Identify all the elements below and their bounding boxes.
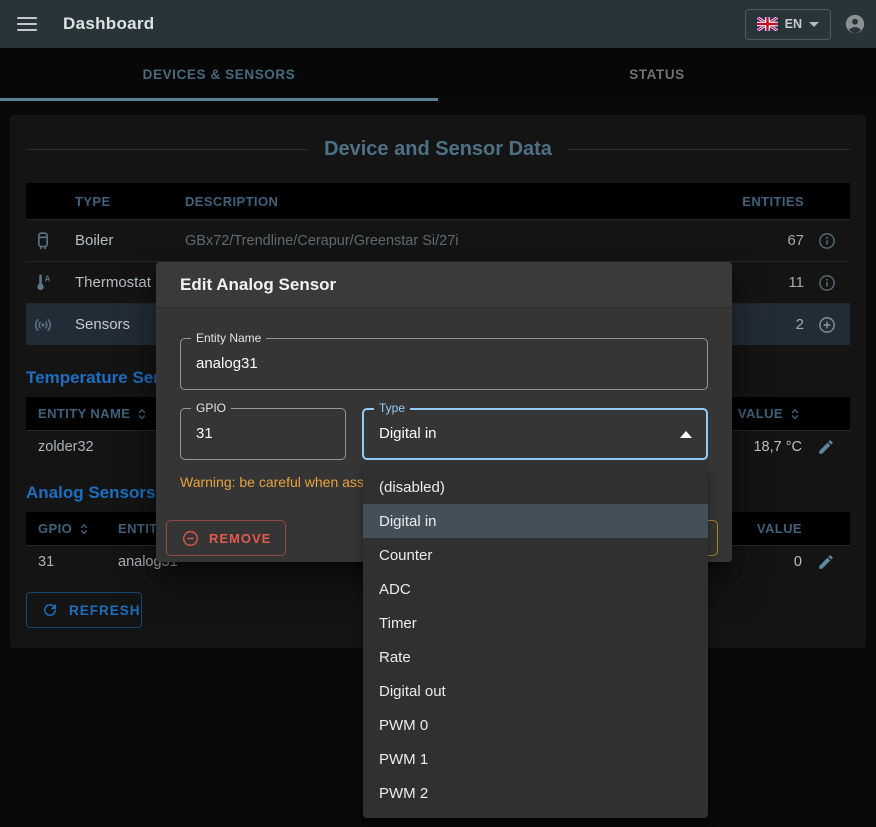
menu-item-pwm0[interactable]: PWM 0 [379,716,429,734]
col-type: TYPE [75,193,111,209]
language-selector[interactable]: EN [744,8,831,40]
device-entities: 2 [795,316,804,333]
sort-icon[interactable] [135,407,149,421]
sensors-icon [26,314,75,336]
tab-devices-sensors[interactable]: DEVICES & SENSORS [142,67,296,82]
col-description: DESCRIPTION [185,193,279,209]
sensor-value: 18,7 °C [753,439,802,455]
device-type: Thermostat [75,274,151,291]
sensor-entity-name: zolder32 [38,439,94,455]
card-title-row: Device and Sensor Data [26,137,850,161]
svg-text:A: A [45,274,51,283]
menu-item-digital-in[interactable]: Digital in [363,504,708,538]
dialog-title: Edit Analog Sensor [156,262,732,308]
refresh-button[interactable]: REFRESH [26,592,142,628]
col-value[interactable]: VALUE [737,406,783,421]
warning-text: Warning: be careful when assig [180,474,375,490]
device-entities: 67 [787,232,804,249]
entity-name-value: analog31 [196,355,258,372]
tab-bar: DEVICES & SENSORS STATUS [0,48,876,101]
page-title: Dashboard [63,14,155,33]
sensor-value: 0 [793,554,802,570]
table-row-boiler[interactable]: Boiler GBx72/Trendline/Cerapur/Greenstar… [26,219,850,261]
thermostat-icon: A [26,272,75,294]
device-type: Boiler [75,232,114,249]
menu-item-timer[interactable]: Timer [379,614,417,632]
col-gpio[interactable]: GPIO [38,521,73,536]
col-entities: ENTITIES [742,193,804,209]
col-value[interactable]: VALUE [756,521,802,536]
app-bar: Dashboard EN [0,0,876,48]
remove-circle-icon [181,529,200,548]
device-entities: 11 [788,274,804,291]
col-entity-name[interactable]: ENTITY NAME [38,406,131,421]
language-label: EN [784,17,802,31]
entity-name-label: Entity Name [191,331,267,345]
menu-item-pwm2[interactable]: PWM 2 [379,784,429,802]
boiler-icon [26,230,75,252]
sort-icon[interactable] [788,407,802,421]
menu-item-pwm1[interactable]: PWM 1 [379,750,429,768]
table-row-thermostat[interactable]: A Thermostat 11 [26,261,850,303]
remove-label: REMOVE [209,530,272,546]
type-value: Digital in [379,425,437,442]
menu-item-disabled[interactable]: (disabled) [379,478,445,496]
device-type: Sensors [75,316,131,333]
gpio-value: 31 [196,425,213,442]
menu-item-adc[interactable]: ADC [379,580,411,598]
uk-flag-icon [756,17,778,31]
menu-item-digital-out[interactable]: Digital out [379,682,446,700]
account-icon[interactable] [844,13,866,35]
tab-status[interactable]: STATUS [629,67,685,82]
edit-icon[interactable] [817,438,835,456]
menu-icon[interactable] [17,17,37,31]
type-dropdown-menu: (disabled) Digital in Counter ADC Timer … [363,462,708,818]
menu-item-rate[interactable]: Rate [379,648,411,666]
sort-icon[interactable] [77,522,91,536]
appbar-right: EN [744,8,866,40]
menu-item-counter[interactable]: Counter [379,546,433,564]
devices-table-header: TYPE DESCRIPTION ENTITIES [26,183,850,219]
entity-name-field[interactable]: Entity Name analog31 [180,331,708,390]
refresh-icon [41,601,59,619]
add-circle-icon[interactable] [817,315,837,335]
info-icon[interactable] [817,273,837,293]
type-label: Type [374,401,411,415]
analog-sensors-heading: Analog Sensors [26,483,156,502]
gpio-field[interactable]: GPIO 31 [180,401,346,460]
type-select[interactable]: Type Digital in [362,401,708,460]
chevron-up-icon [680,431,692,438]
device-description: GBx72/Trendline/Cerapur/Greenstar Si/27i [185,232,459,249]
refresh-label: REFRESH [69,602,141,618]
chevron-down-icon [809,21,819,27]
info-icon[interactable] [817,231,837,251]
remove-button[interactable]: REMOVE [166,520,287,556]
active-tab-indicator [0,98,438,101]
sensor-gpio: 31 [38,554,55,570]
card-title: Device and Sensor Data [324,137,552,160]
edit-icon[interactable] [817,553,835,571]
gpio-label: GPIO [191,401,232,415]
